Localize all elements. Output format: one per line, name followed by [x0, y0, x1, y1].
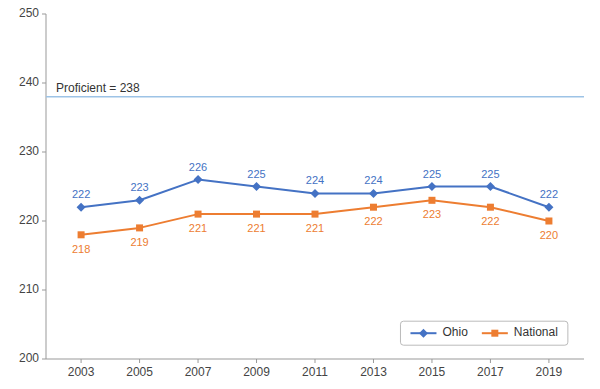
x-tick-label: 2009 [243, 365, 270, 379]
y-tick-label: 210 [19, 282, 39, 296]
x-tick [373, 359, 374, 363]
plot-area [46, 97, 584, 239]
x-tick-label: 2007 [185, 365, 212, 379]
x-tick-label: 2019 [536, 365, 563, 379]
y-tick-label: 230 [19, 144, 39, 158]
data-point [194, 175, 203, 184]
data-label: 222 [364, 215, 382, 227]
data-label: 222 [540, 188, 558, 200]
data-point [77, 203, 86, 212]
data-point [135, 196, 144, 205]
data-point [78, 231, 85, 238]
data-point [428, 197, 435, 204]
data-label: 218 [72, 243, 90, 255]
x-tick-label: 2017 [477, 365, 504, 379]
y-tick-label: 250 [19, 6, 39, 20]
data-label: 223 [423, 208, 441, 220]
data-point [311, 189, 320, 198]
data-label: 223 [130, 181, 148, 193]
data-point [252, 182, 261, 191]
x-tick-label: 2005 [126, 365, 153, 379]
data-label: 221 [189, 222, 207, 234]
data-label: 220 [540, 229, 558, 241]
x-tick [256, 359, 257, 363]
data-label: 226 [189, 161, 207, 173]
data-label: 221 [247, 222, 265, 234]
x-tick [198, 359, 199, 363]
x-tick-label: 2013 [360, 365, 387, 379]
x-tick [315, 359, 316, 363]
y-tick [42, 359, 46, 360]
y-tick [42, 221, 46, 222]
y-tick [42, 83, 46, 84]
y-tick-label: 200 [19, 351, 39, 365]
data-label: 221 [306, 222, 324, 234]
data-point [370, 204, 377, 211]
data-point [545, 218, 552, 225]
legend: Ohio National [400, 321, 567, 345]
x-tick-label: 2011 [302, 365, 328, 379]
chart-container: 200 210 220 230 240 250 2003 2005 2007 2009 2011 20… [0, 0, 600, 389]
legend-marker [491, 330, 498, 337]
data-label: 222 [72, 188, 90, 200]
annotation: Proficient = 238 [56, 81, 140, 95]
data-label: 225 [481, 168, 499, 180]
y-tick [42, 290, 46, 291]
y-axis [46, 14, 47, 359]
chart-svg: 200 210 220 230 240 250 2003 2005 2007 2009 2011 20… [0, 0, 600, 389]
y-tick-label: 240 [19, 75, 39, 89]
x-tick [548, 359, 549, 363]
data-label: 224 [306, 174, 324, 186]
data-label: 222 [481, 215, 499, 227]
y-tick-label: 220 [19, 213, 39, 227]
legend-box [400, 321, 567, 345]
series-line [81, 200, 549, 235]
data-point [544, 203, 553, 212]
y-tick [42, 152, 46, 153]
data-label: 219 [130, 236, 148, 248]
x-tick [490, 359, 491, 363]
data-point [312, 211, 319, 218]
data-labels: 222 223 226 225 224 224 225 225 222 218 219 221 221 2… [72, 161, 558, 255]
data-label: 225 [423, 168, 441, 180]
data-point [427, 182, 436, 191]
x-tick [139, 359, 140, 363]
x-tick-label: 2015 [419, 365, 446, 379]
data-point [369, 189, 378, 198]
data-label: 224 [364, 174, 382, 186]
x-tick [81, 359, 82, 363]
data-point [195, 211, 202, 218]
data-point [253, 211, 260, 218]
data-label: 225 [247, 168, 265, 180]
data-point [487, 204, 494, 211]
reference-line [46, 96, 584, 98]
legend-label: Ohio [442, 325, 468, 339]
data-point [136, 224, 143, 231]
legend-label: National [514, 325, 558, 339]
x-tick-label: 2003 [68, 365, 95, 379]
legend-marker [419, 329, 428, 338]
x-tick [431, 359, 432, 363]
y-tick [42, 14, 46, 15]
data-point [486, 182, 495, 191]
